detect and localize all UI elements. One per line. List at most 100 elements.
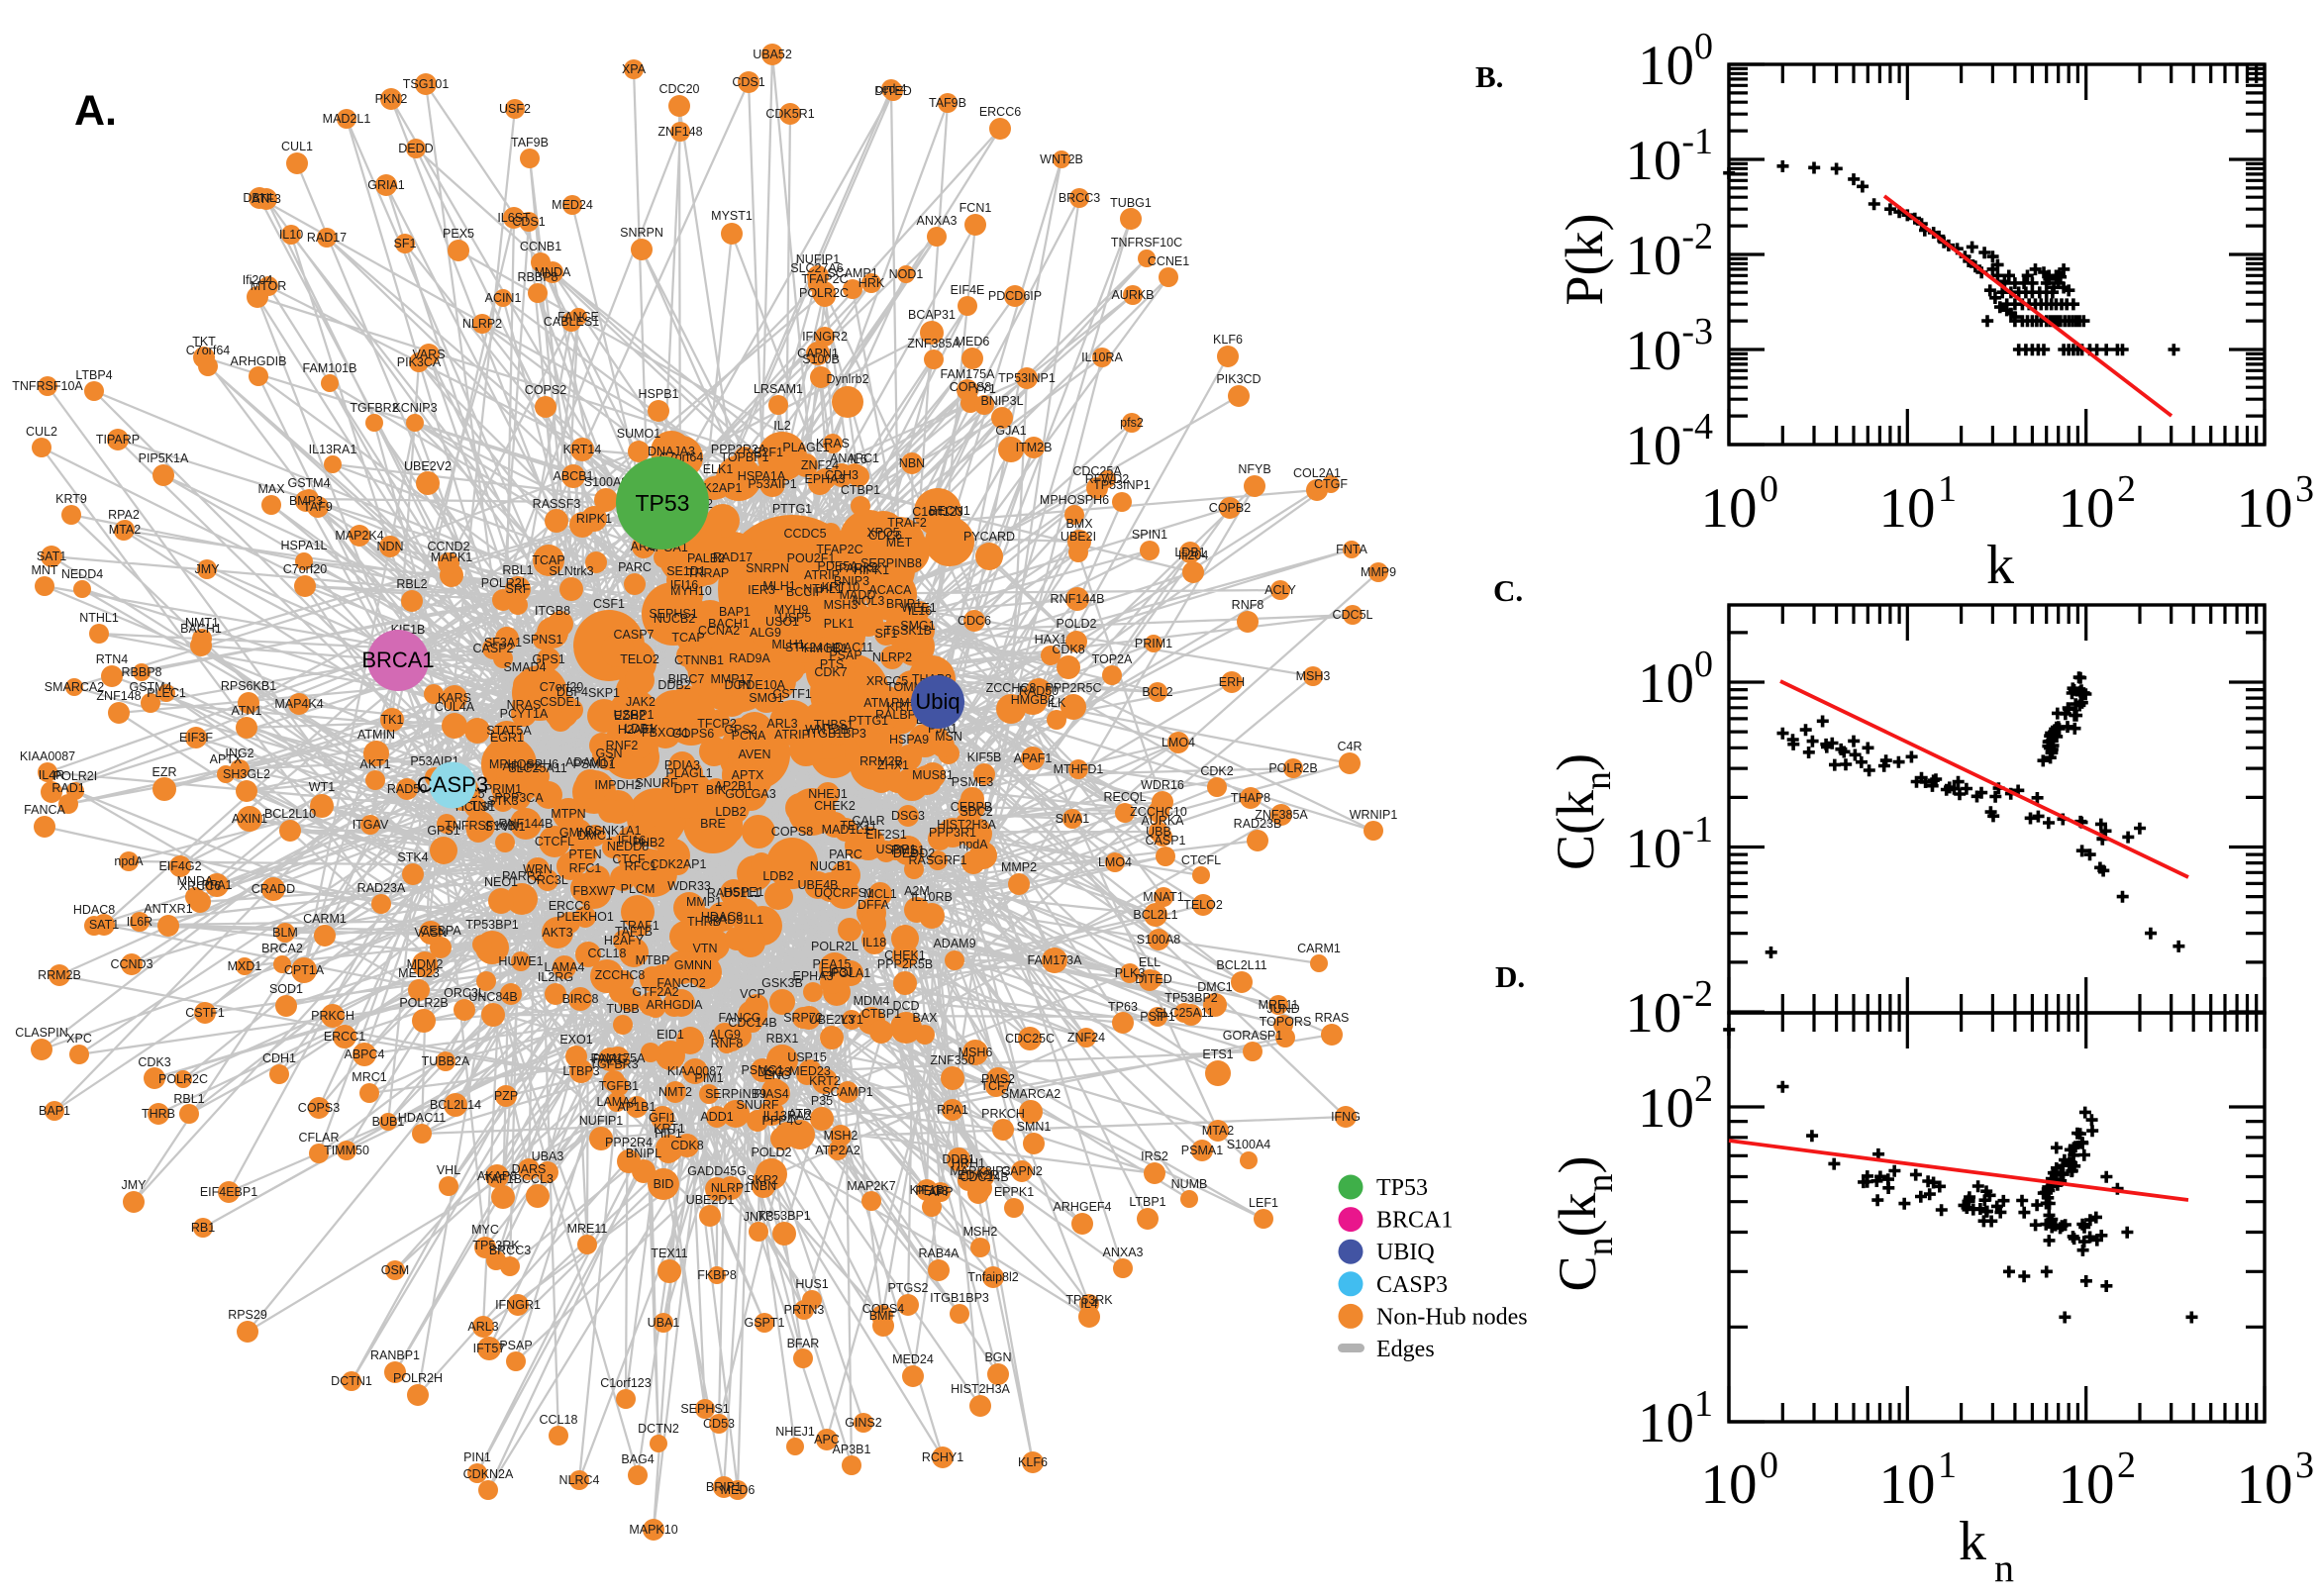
svg-text:ATM: ATM [863,696,888,710]
svg-text:CTBP1: CTBP1 [841,483,880,497]
svg-text:A.: A. [74,87,117,135]
svg-text:RFC1: RFC1 [569,861,602,875]
svg-text:RAB4A: RAB4A [919,1247,960,1260]
svg-text:POLR2I: POLR2I [53,769,97,783]
svg-text:MRE11: MRE11 [567,1222,608,1236]
svg-text:TKT: TKT [192,335,216,349]
svg-text:PTS: PTS [820,657,844,671]
svg-text:0: 0 [1760,1445,1778,1486]
svg-text:MAD1L1: MAD1L1 [822,823,870,837]
svg-text:ETS1: ETS1 [1202,1047,1233,1061]
svg-text:NUMB: NUMB [1171,1177,1208,1191]
svg-text:ZHX1: ZHX1 [877,758,909,772]
svg-text:TUBB2A: TUBB2A [422,1054,470,1068]
svg-text:2: 2 [2117,468,2136,510]
svg-text:PLK3: PLK3 [1115,966,1146,980]
svg-text:UBE2L3: UBE2L3 [809,1013,856,1027]
svg-text:RRM2B: RRM2B [38,968,81,982]
svg-text:BRCA1: BRCA1 [1376,1208,1453,1234]
svg-text:PIM1: PIM1 [694,1071,723,1085]
svg-text:HAX1: HAX1 [1035,633,1067,647]
svg-text:Dynlrb2: Dynlrb2 [826,372,868,386]
svg-text:SMG1: SMG1 [749,691,783,705]
svg-text:APAF1: APAF1 [1014,751,1053,765]
svg-text:TOP2A: TOP2A [1092,652,1133,666]
svg-text:UBE2I: UBE2I [1060,530,1096,544]
svg-text:NMT1: NMT1 [185,616,219,630]
svg-text:C.: C. [1493,573,1523,608]
svg-text:CSDE1: CSDE1 [540,695,581,709]
svg-text:MTA2: MTA2 [109,523,141,537]
svg-text:CDK8: CDK8 [1052,643,1084,656]
svg-text:SEPHS1: SEPHS1 [649,607,697,621]
svg-text:CDS1: CDS1 [512,215,545,229]
svg-text:NHEJ1: NHEJ1 [808,787,848,801]
svg-text:LDB1: LDB1 [624,722,655,736]
svg-text:CTNNB1: CTNNB1 [674,653,724,667]
svg-text:PIK3CD: PIK3CD [1216,372,1261,386]
svg-text:PZP: PZP [494,1089,518,1103]
svg-text:MPHOSPH6: MPHOSPH6 [489,757,558,771]
svg-text:TIMM50: TIMM50 [324,1144,369,1157]
svg-text:BCL2L11: BCL2L11 [1216,958,1266,972]
svg-text:NTHL1: NTHL1 [803,582,843,596]
svg-text:FAM175A: FAM175A [941,367,996,381]
svg-text:MMP9: MMP9 [1361,565,1396,579]
svg-text:EZH2: EZH2 [614,709,646,723]
svg-text:PPP2R5C: PPP2R5C [1046,681,1102,695]
svg-text:ACLY: ACLY [1264,583,1296,597]
svg-text:10: 10 [1701,477,1758,540]
svg-text:MET: MET [886,536,913,549]
svg-text:EID1: EID1 [656,1028,684,1042]
svg-text:CCL3: CCL3 [522,1172,554,1186]
svg-text:BNIP3L: BNIP3L [980,394,1023,408]
svg-text:ATR: ATR [788,1107,812,1121]
svg-text:TGFBR2: TGFBR2 [350,401,398,415]
svg-text:OSM: OSM [381,1263,409,1277]
svg-text:ADAM17: ADAM17 [565,755,615,769]
svg-text:TNFRSF10C: TNFRSF10C [1111,236,1182,249]
svg-text:CSNK1A1: CSNK1A1 [585,824,642,838]
svg-text:MAP2K7: MAP2K7 [847,1179,895,1193]
svg-text:CSF1: CSF1 [593,597,625,611]
svg-text:HDAC11: HDAC11 [826,641,873,654]
svg-text:CTCFL: CTCFL [535,835,574,848]
svg-text:UBA1: UBA1 [648,1316,680,1330]
svg-text:POLR2C: POLR2C [158,1072,208,1086]
svg-text:PMS1: PMS1 [891,844,925,857]
svg-text:THRB: THRB [142,1107,175,1121]
svg-text:npdA: npdA [114,854,144,868]
svg-text:PEA15: PEA15 [813,957,852,971]
svg-text:HMGB2: HMGB2 [1011,693,1056,707]
svg-text:BRCA1: BRCA1 [361,648,434,672]
svg-text:HIPK1: HIPK1 [854,563,889,577]
svg-text:TP53: TP53 [636,490,690,516]
svg-text:ATRIP: ATRIP [804,568,840,582]
svg-text:MTPN: MTPN [551,807,585,821]
svg-text:MRE11: MRE11 [1259,998,1299,1012]
svg-text:SF1: SF1 [875,627,898,641]
svg-text:ZNF385A: ZNF385A [907,337,960,350]
svg-text:UQCRFS1: UQCRFS1 [814,886,873,900]
svg-text:10-4: 10-4 [1625,406,1713,477]
svg-text:CDH3: CDH3 [825,468,858,482]
svg-text:RTN4: RTN4 [96,652,128,666]
svg-text:SPNS1: SPNS1 [523,633,563,647]
svg-text:SF1: SF1 [394,237,417,250]
svg-text:GPS2: GPS2 [724,723,757,737]
svg-text:NMT2: NMT2 [658,1085,692,1099]
svg-text:TUBG1: TUBG1 [1110,196,1152,210]
svg-text:CCDC5: CCDC5 [783,527,826,541]
svg-text:IL16: IL16 [908,604,932,618]
svg-text:ELK1: ELK1 [703,462,734,476]
svg-text:PTTG1: PTTG1 [849,714,888,728]
svg-text:ATF3: ATF3 [252,192,281,206]
svg-text:SMAD4: SMAD4 [503,660,546,674]
svg-text:Ubiq: Ubiq [915,689,960,714]
svg-text:CASP3: CASP3 [417,772,488,797]
svg-text:CCNB1: CCNB1 [520,240,561,253]
svg-text:MED23: MED23 [398,966,440,980]
svg-text:GSTM4: GSTM4 [287,476,330,490]
svg-text:CUL2: CUL2 [26,425,57,439]
svg-text:LDB2: LDB2 [762,869,793,883]
